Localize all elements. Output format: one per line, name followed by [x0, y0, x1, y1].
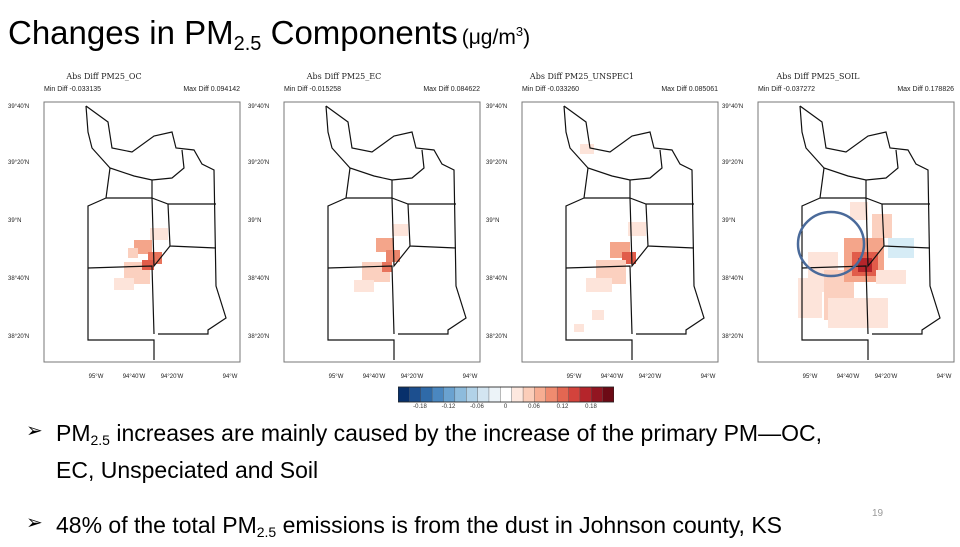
lat-tick-label: 39°N: [486, 218, 499, 224]
lon-tick-label: 94°40'W: [837, 374, 860, 380]
lon-tick-label: 95°W: [89, 374, 104, 380]
colorbar-swatch: [454, 386, 467, 403]
lat-tick-label: 39°20'N: [248, 160, 269, 166]
panel-title: Abs Diff PM25_UNSPEC1: [529, 72, 635, 81]
colorbar-swatch: [511, 386, 524, 403]
colorbar-swatch: [466, 386, 479, 403]
max-diff: Max Diff 0.094142: [183, 86, 240, 93]
lon-tick-label: 94°40'W: [601, 374, 624, 380]
lat-tick-label: 39°40'N: [486, 104, 507, 110]
lat-tick-label: 39°40'N: [248, 104, 269, 110]
page-number: 19: [872, 508, 884, 519]
colorbar-swatch: [398, 386, 410, 403]
colorbar-swatch: [568, 386, 581, 403]
colorbar: [398, 386, 614, 403]
lat-tick-label: 38°20'N: [8, 334, 29, 340]
colorbar-swatch: [522, 386, 535, 403]
map-panel-unspec: Abs Diff PM25_UNSPEC1 Min Diff -0.033260…: [482, 72, 719, 386]
lon-tick-label: 95°W: [329, 374, 344, 380]
colorbar-swatch: [443, 386, 456, 403]
lon-tick-label: 95°W: [567, 374, 582, 380]
lon-tick-label: 94°20'W: [639, 374, 662, 380]
lon-tick-label: 94°20'W: [875, 374, 898, 380]
max-diff: Max Diff 0.085061: [661, 86, 718, 93]
panel-minmax: Min Diff -0.033135 Max Diff 0.094142: [44, 86, 240, 93]
lon-tick-label: 94°20'W: [161, 374, 184, 380]
colorbar-swatch: [488, 386, 501, 403]
lon-tick-label: 94°40'W: [123, 374, 146, 380]
lon-tick-label: 94°20'W: [401, 374, 424, 380]
max-diff: Max Diff 0.178826: [897, 86, 954, 93]
lon-tick-label: 95°W: [803, 374, 818, 380]
map-svg: 39°40'N 39°20'N 39°N 38°40'N 38°20'N 95°W 94°4…: [248, 101, 481, 380]
panel-minmax: Min Diff -0.015258 Max Diff 0.084622: [284, 86, 480, 93]
colorbar-tick-label: 0.18: [585, 404, 597, 410]
panel-title: Abs Diff PM25_EC: [306, 72, 382, 81]
colorbar-swatch: [477, 386, 490, 403]
min-diff: Min Diff -0.037272: [758, 86, 816, 93]
lat-tick-label: 38°20'N: [722, 334, 743, 340]
colorbar-tick-label: 0.06: [528, 404, 540, 410]
slide-title: Changes in PM2.5 Components (μg/m3): [8, 14, 531, 55]
lat-tick-label: 39°N: [248, 218, 261, 224]
map-panel-ec: Abs Diff PM25_EC Min Diff -0.015258 Max D…: [244, 72, 481, 386]
lat-tick-label: 39°40'N: [722, 104, 743, 110]
colorbar-swatch: [556, 386, 570, 403]
colorbar-tick-label: -0.18: [413, 404, 427, 410]
panel-title: Abs Diff PM25_OC: [66, 72, 142, 81]
unit-label: (μg/m3): [461, 24, 531, 49]
lat-tick-label: 38°20'N: [248, 334, 269, 340]
lat-tick-label: 38°40'N: [486, 276, 507, 282]
arrow-bullet-icon: ➢: [26, 512, 43, 534]
colorbar-swatch: [431, 386, 444, 403]
lat-tick-label: 38°20'N: [486, 334, 507, 340]
max-diff: Max Diff 0.084622: [423, 86, 480, 93]
panel-minmax: Min Diff -0.037272 Max Diff 0.178826: [758, 86, 954, 93]
colorbar-swatch: [420, 386, 433, 403]
lon-tick-label: 94°W: [701, 374, 716, 380]
lon-tick-label: 94°W: [223, 374, 238, 380]
colorbar-swatch: [579, 386, 592, 403]
map-svg: 39°40'N 39°20'N 39°N 38°40'N 38°20'N 95°W 94°4…: [8, 101, 241, 380]
map-svg: 39°40'N 39°20'N 39°N 38°40'N 38°20'N 95°W 94°4…: [486, 101, 719, 380]
colorbar-tick-label: 0.12: [556, 404, 569, 410]
map-panel-oc: Abs Diff PM25_OC Min Diff -0.033135 Max D…: [4, 72, 241, 386]
colorbar-tick-label: 0: [503, 404, 508, 410]
lon-tick-label: 94°W: [937, 374, 952, 380]
lat-tick-label: 39°20'N: [722, 160, 743, 166]
colorbar-swatch: [409, 386, 422, 403]
colorbar-swatch: [500, 386, 513, 403]
panel-title: Abs Diff PM25_SOIL: [776, 72, 860, 81]
min-diff: Min Diff -0.015258: [284, 86, 342, 93]
lat-tick-label: 39°20'N: [486, 160, 507, 166]
colorbar-tick-label: -0.12: [441, 404, 456, 410]
lat-tick-label: 38°40'N: [8, 276, 29, 282]
lat-tick-label: 39°N: [722, 218, 735, 224]
lat-tick-label: 38°40'N: [248, 276, 269, 282]
min-diff: Min Diff -0.033135: [44, 86, 102, 93]
arrow-bullet-icon: ➢: [26, 420, 43, 442]
map-svg: 39°40'N 39°20'N 39°N 38°40'N 38°20'N 95°W 94°4…: [722, 101, 955, 380]
colorbar-tick-label: -0.06: [470, 404, 484, 410]
lat-tick-label: 39°20'N: [8, 160, 29, 166]
lat-tick-label: 39°40'N: [8, 104, 29, 110]
highlight-circle: [796, 210, 866, 278]
colorbar-swatch: [534, 386, 547, 403]
colorbar-swatch: [545, 386, 558, 403]
lon-tick-label: 94°W: [463, 374, 478, 380]
map-panel-soil: Abs Diff PM25_SOIL Min Diff -0.037272 Max…: [718, 72, 955, 386]
lat-tick-label: 38°40'N: [722, 276, 743, 282]
lon-tick-label: 94°40'W: [363, 374, 386, 380]
colorbar-swatch: [602, 386, 614, 403]
min-diff: Min Diff -0.033260: [522, 86, 580, 93]
panel-minmax: Min Diff -0.033260 Max Diff 0.085061: [522, 86, 718, 93]
colorbar-swatch: [591, 386, 604, 403]
lat-tick-label: 39°N: [8, 218, 21, 224]
